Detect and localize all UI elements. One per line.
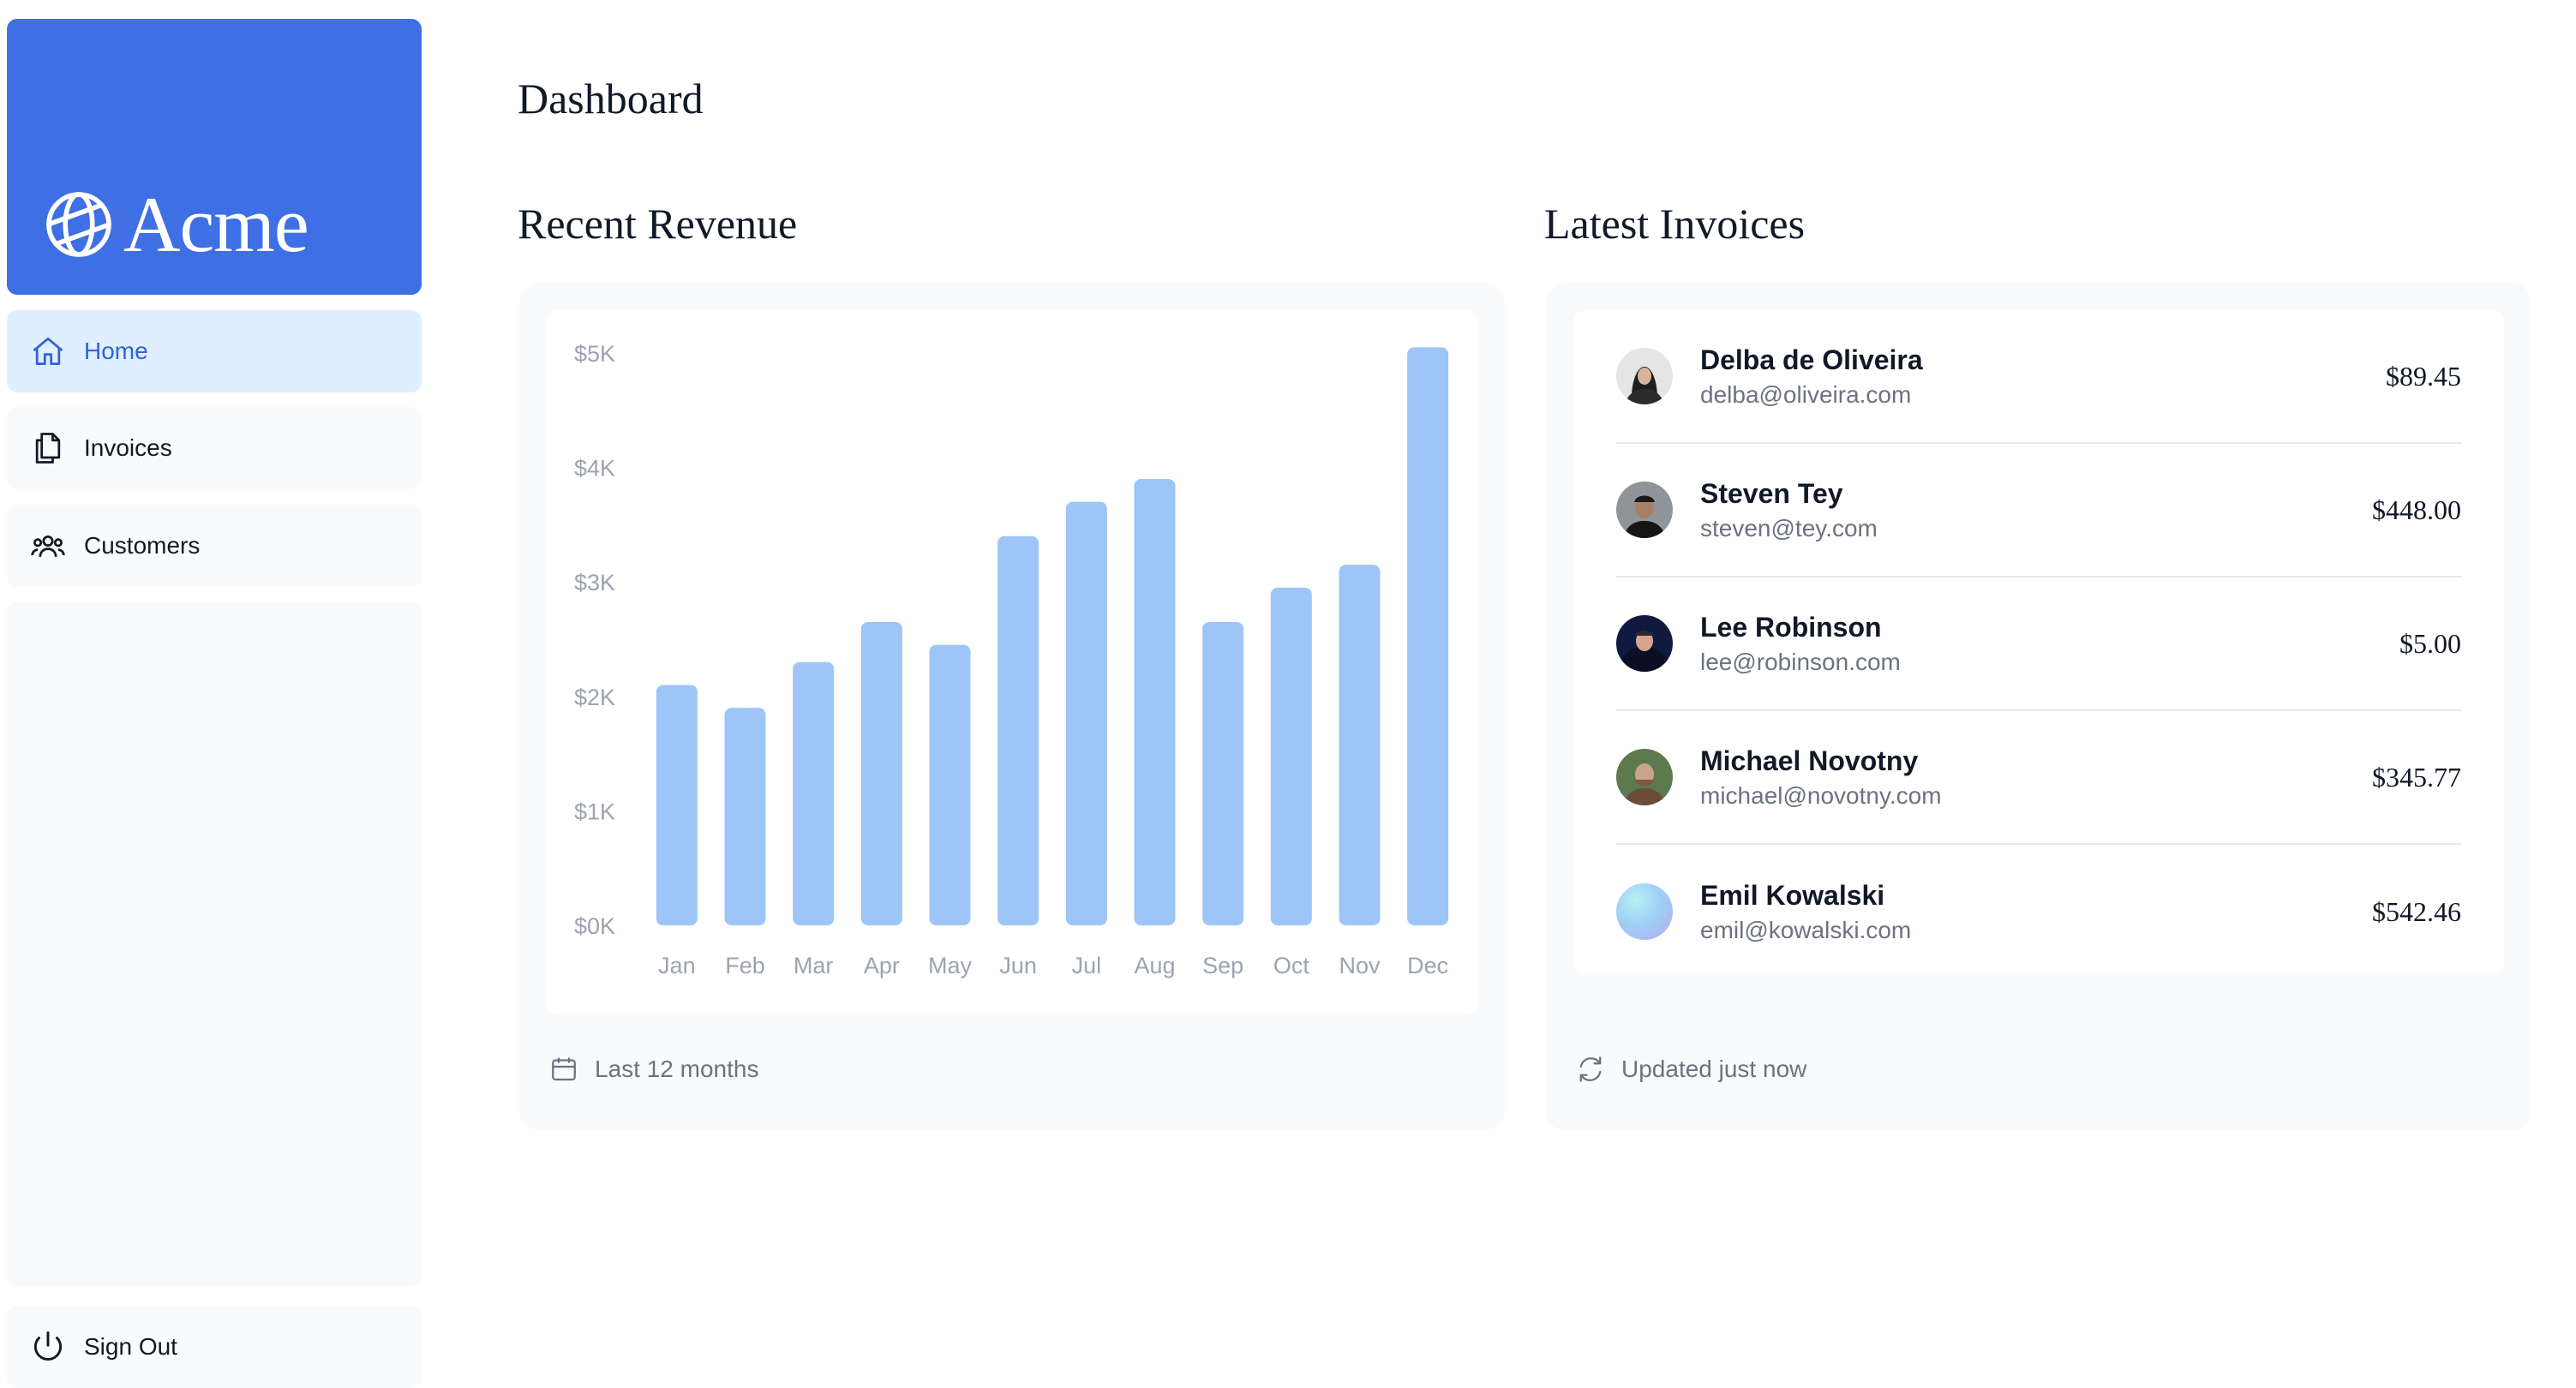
document-duplicate-icon bbox=[35, 433, 61, 464]
revenue-bar-may[interactable] bbox=[929, 644, 971, 925]
page-title: Dashboard bbox=[518, 75, 704, 123]
invoices-card: Delba de Oliveira delba@oliveira.com $89… bbox=[1546, 283, 2531, 1131]
revenue-footer-label: Last 12 months bbox=[595, 1056, 759, 1082]
revenue-bar-dec[interactable] bbox=[1407, 347, 1449, 925]
invoice-amount: $345.77 bbox=[2372, 761, 2461, 793]
x-tick-label: Mar bbox=[794, 953, 834, 978]
invoice-customer: Michael Novotny michael@novotny.com bbox=[1700, 745, 2372, 810]
brand-name: Acme bbox=[123, 181, 309, 268]
revenue-bar-mar[interactable] bbox=[793, 661, 835, 925]
revenue-bar-oct[interactable] bbox=[1270, 587, 1312, 925]
invoice-row[interactable]: Lee Robinson lee@robinson.com $5.00 bbox=[1616, 577, 2461, 711]
sidebar-spacer bbox=[7, 601, 422, 1287]
invoice-customer: Steven Tey steven@tey.com bbox=[1700, 478, 2372, 542]
revenue-bar-jul[interactable] bbox=[1065, 501, 1107, 925]
brand-logo[interactable]: Acme bbox=[7, 19, 422, 295]
avatar bbox=[1616, 883, 1673, 940]
avatar bbox=[1616, 749, 1673, 805]
sidebar-item-label: Invoices bbox=[84, 434, 172, 461]
x-tick-label: Dec bbox=[1407, 953, 1448, 978]
x-tick-label: Nov bbox=[1339, 953, 1381, 978]
invoices-footer: Updated just now bbox=[1575, 1054, 1806, 1085]
x-tick-label: Jan bbox=[658, 953, 696, 978]
globe-icon bbox=[46, 192, 111, 257]
revenue-chart: $0K $1K $2K $3K $4K $5K Jan Feb Mar Apr May Jun Jul A… bbox=[574, 341, 1449, 978]
invoice-name: Delba de Oliveira bbox=[1700, 344, 1923, 375]
power-icon bbox=[33, 1331, 63, 1361]
x-tick-label: Jun bbox=[999, 953, 1037, 978]
sign-out-button[interactable]: Sign Out bbox=[7, 1306, 422, 1388]
invoice-amount: $89.45 bbox=[2386, 360, 2461, 392]
invoice-email: delba@oliveira.com bbox=[1700, 380, 1912, 408]
user-group-icon bbox=[31, 535, 65, 557]
y-tick-label: $5K bbox=[574, 341, 615, 367]
x-tick-label: Oct bbox=[1273, 953, 1310, 978]
avatar bbox=[1616, 348, 1673, 404]
revenue-bar-jan[interactable] bbox=[656, 685, 698, 925]
x-tick-label: May bbox=[928, 953, 973, 978]
sidebar-item-customers[interactable]: Customers bbox=[7, 505, 422, 587]
calendar-icon bbox=[552, 1057, 576, 1081]
invoice-amount: $5.00 bbox=[2399, 627, 2461, 659]
revenue-bar-jun[interactable] bbox=[997, 535, 1039, 925]
recent-revenue-title: Recent Revenue bbox=[518, 200, 798, 248]
invoice-email: emil@kowalski.com bbox=[1700, 916, 1912, 943]
invoice-customer: Delba de Oliveira delba@oliveira.com bbox=[1700, 344, 2386, 409]
y-tick-label: $2K bbox=[574, 685, 615, 710]
y-tick-label: $0K bbox=[574, 913, 615, 939]
sidebar-item-label: Customers bbox=[84, 532, 201, 559]
invoice-name: Steven Tey bbox=[1700, 477, 1843, 509]
invoice-row[interactable]: Steven Tey steven@tey.com $448.00 bbox=[1616, 444, 2461, 577]
invoice-row[interactable]: Michael Novotny michael@novotny.com $345… bbox=[1616, 711, 2461, 845]
revenue-bar-nov[interactable] bbox=[1339, 565, 1381, 925]
x-tick-label: Feb bbox=[725, 953, 765, 978]
revenue-bar-aug[interactable] bbox=[1134, 478, 1176, 925]
refresh-icon bbox=[1579, 1056, 1602, 1082]
invoice-amount: $448.00 bbox=[2372, 494, 2461, 525]
invoice-row[interactable]: Delba de Oliveira delba@oliveira.com $89… bbox=[1616, 310, 2461, 444]
y-tick-label: $4K bbox=[574, 456, 615, 482]
x-tick-label: Jul bbox=[1072, 953, 1102, 978]
sidebar-item-invoices[interactable]: Invoices bbox=[7, 407, 422, 489]
x-tick-label: Aug bbox=[1134, 953, 1175, 978]
sign-out-label: Sign Out bbox=[84, 1333, 177, 1360]
invoice-amount: $542.46 bbox=[2372, 895, 2461, 927]
invoices-footer-label: Updated just now bbox=[1621, 1056, 1807, 1082]
brand-lockup: Acme bbox=[43, 185, 309, 264]
revenue-bar-feb[interactable] bbox=[724, 708, 766, 925]
sidebar-item-label: Home bbox=[84, 338, 148, 364]
revenue-chart-panel: $0K $1K $2K $3K $4K $5K Jan Feb Mar Apr May Jun Jul A… bbox=[547, 310, 1477, 1014]
invoice-name: Lee Robinson bbox=[1700, 611, 1882, 643]
invoice-email: lee@robinson.com bbox=[1700, 648, 1901, 675]
latest-invoices-title: Latest Invoices bbox=[1544, 200, 1806, 248]
invoice-customer: Lee Robinson lee@robinson.com bbox=[1700, 612, 2399, 676]
invoice-email: michael@novotny.com bbox=[1700, 781, 1942, 809]
home-icon bbox=[33, 337, 63, 366]
invoice-name: Michael Novotny bbox=[1700, 745, 1919, 776]
y-tick-label: $3K bbox=[574, 570, 615, 595]
avatar bbox=[1616, 615, 1673, 672]
revenue-footer: Last 12 months bbox=[548, 1054, 758, 1085]
y-tick-label: $1K bbox=[574, 799, 615, 824]
revenue-bar-sep[interactable] bbox=[1202, 621, 1244, 925]
invoice-email: steven@tey.com bbox=[1700, 514, 1878, 541]
invoice-row[interactable]: Emil Kowalski emil@kowalski.com $542.46 bbox=[1616, 845, 2461, 978]
avatar bbox=[1616, 482, 1673, 538]
invoice-name: Emil Kowalski bbox=[1700, 879, 1885, 911]
x-tick-label: Sep bbox=[1202, 953, 1243, 978]
sidebar-item-home[interactable]: Home bbox=[7, 310, 422, 392]
invoices-list: Delba de Oliveira delba@oliveira.com $89… bbox=[1573, 310, 2504, 975]
revenue-card: $0K $1K $2K $3K $4K $5K Jan Feb Mar Apr May Jun Jul A… bbox=[519, 283, 1505, 1131]
x-tick-label: Apr bbox=[864, 953, 900, 978]
invoice-customer: Emil Kowalski emil@kowalski.com bbox=[1700, 880, 2372, 944]
revenue-bar-apr[interactable] bbox=[860, 621, 902, 925]
